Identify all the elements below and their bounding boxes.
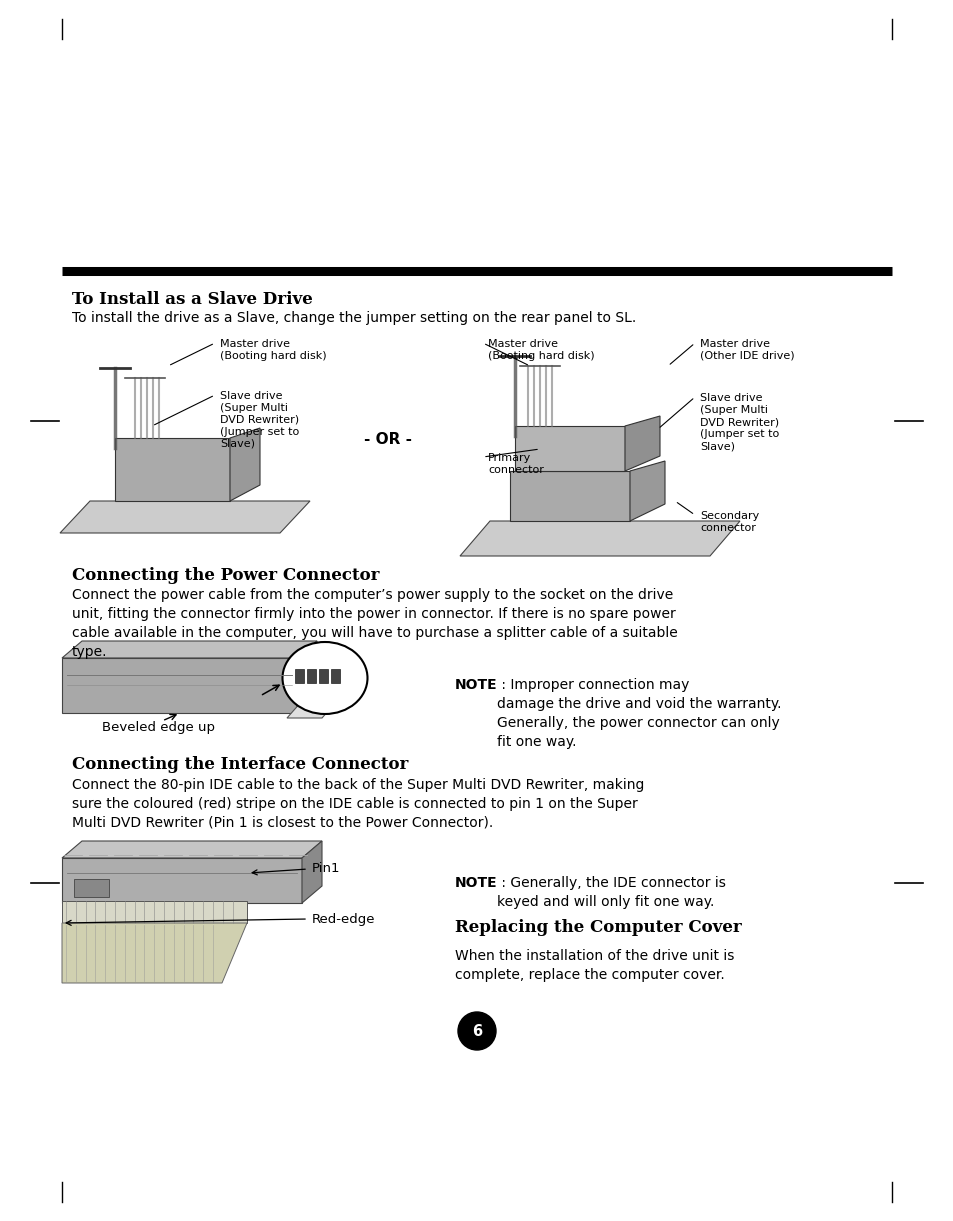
Bar — [307, 669, 315, 683]
Polygon shape — [62, 641, 316, 658]
Bar — [331, 669, 339, 683]
Text: Secondary
connector: Secondary connector — [700, 512, 759, 534]
Text: Red-edge: Red-edge — [312, 912, 375, 926]
Bar — [74, 879, 109, 897]
Bar — [318, 669, 328, 683]
Polygon shape — [296, 672, 316, 701]
Polygon shape — [60, 501, 310, 534]
Text: Replacing the Computer Cover: Replacing the Computer Cover — [455, 919, 741, 937]
Text: Connecting the Power Connector: Connecting the Power Connector — [71, 567, 379, 584]
Text: NOTE: NOTE — [455, 875, 497, 890]
Polygon shape — [296, 641, 316, 713]
Text: Slave drive
(Super Multi
DVD Rewriter)
(Jumper set to
Slave): Slave drive (Super Multi DVD Rewriter) (… — [700, 393, 779, 451]
Text: : Improper connection may
damage the drive and void the warranty.
Generally, the: : Improper connection may damage the dri… — [497, 678, 781, 748]
Text: Master drive
(Booting hard disk): Master drive (Booting hard disk) — [488, 339, 594, 361]
Ellipse shape — [282, 642, 367, 714]
Text: : Generally, the IDE connector is
keyed and will only fit one way.: : Generally, the IDE connector is keyed … — [497, 875, 725, 908]
Text: Connect the power cable from the computer’s power supply to the socket on the dr: Connect the power cable from the compute… — [71, 589, 677, 659]
Polygon shape — [230, 429, 260, 501]
Polygon shape — [62, 858, 302, 904]
Polygon shape — [115, 438, 230, 501]
Text: Connecting the Interface Connector: Connecting the Interface Connector — [71, 756, 408, 773]
Text: Master drive
(Other IDE drive): Master drive (Other IDE drive) — [700, 339, 794, 361]
Text: Connect the 80-pin IDE cable to the back of the Super Multi DVD Rewriter, making: Connect the 80-pin IDE cable to the back… — [71, 778, 643, 830]
Polygon shape — [62, 901, 247, 923]
Text: To install the drive as a Slave, change the jumper setting on the rear panel to : To install the drive as a Slave, change … — [71, 311, 636, 325]
Polygon shape — [510, 471, 629, 521]
Polygon shape — [62, 658, 296, 713]
Text: Slave drive
(Super Multi
DVD Rewriter)
(Jumper set to
Slave): Slave drive (Super Multi DVD Rewriter) (… — [220, 391, 299, 449]
Circle shape — [457, 1012, 496, 1050]
Text: When the installation of the drive unit is
complete, replace the computer cover.: When the installation of the drive unit … — [455, 949, 734, 982]
Polygon shape — [459, 521, 740, 556]
Text: NOTE: NOTE — [455, 678, 497, 692]
Polygon shape — [515, 426, 624, 471]
Text: Pin1: Pin1 — [312, 862, 340, 875]
Text: Beveled edge up: Beveled edge up — [102, 720, 214, 734]
Polygon shape — [62, 841, 322, 858]
Text: Primary
connector: Primary connector — [488, 453, 543, 475]
Polygon shape — [624, 416, 659, 471]
Polygon shape — [62, 923, 247, 983]
Text: Master drive
(Booting hard disk): Master drive (Booting hard disk) — [220, 339, 326, 361]
Text: 6: 6 — [472, 1023, 481, 1039]
Polygon shape — [287, 701, 336, 718]
Polygon shape — [302, 841, 322, 904]
Polygon shape — [629, 462, 664, 521]
Bar — [294, 669, 304, 683]
Text: To Install as a Slave Drive: To Install as a Slave Drive — [71, 291, 313, 308]
Text: - OR -: - OR - — [364, 431, 412, 447]
